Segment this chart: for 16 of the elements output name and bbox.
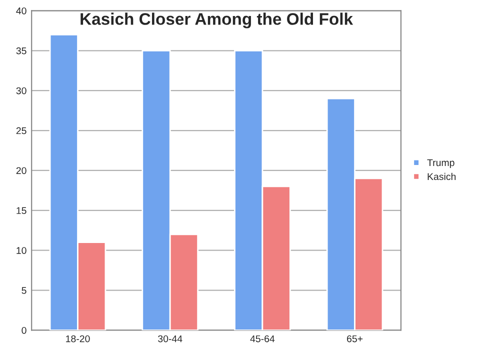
y-tick-label: 15 — [16, 207, 26, 214]
y-tick-label: 40 — [16, 7, 26, 14]
x-tick-label: 30-44 — [158, 335, 182, 342]
chart-title: Kasich Closer Among the Old Folk — [80, 12, 354, 28]
x-tick-label: 18-20 — [66, 335, 90, 342]
y-tick-label: 35 — [16, 47, 26, 54]
legend-label: Trump — [427, 159, 454, 168]
y-tick-label: 20 — [16, 167, 26, 174]
y-tick-label: 30 — [16, 87, 26, 94]
legend-label: Kasich — [428, 172, 456, 180]
y-tick-label: 10 — [16, 247, 26, 254]
x-tick-label: 45-64 — [250, 335, 275, 342]
y-tick-label: 5 — [22, 287, 26, 294]
x-tick-label: 65+ — [347, 335, 363, 342]
y-tick-label: 0 — [22, 326, 26, 334]
y-tick-label: 25 — [16, 127, 26, 134]
